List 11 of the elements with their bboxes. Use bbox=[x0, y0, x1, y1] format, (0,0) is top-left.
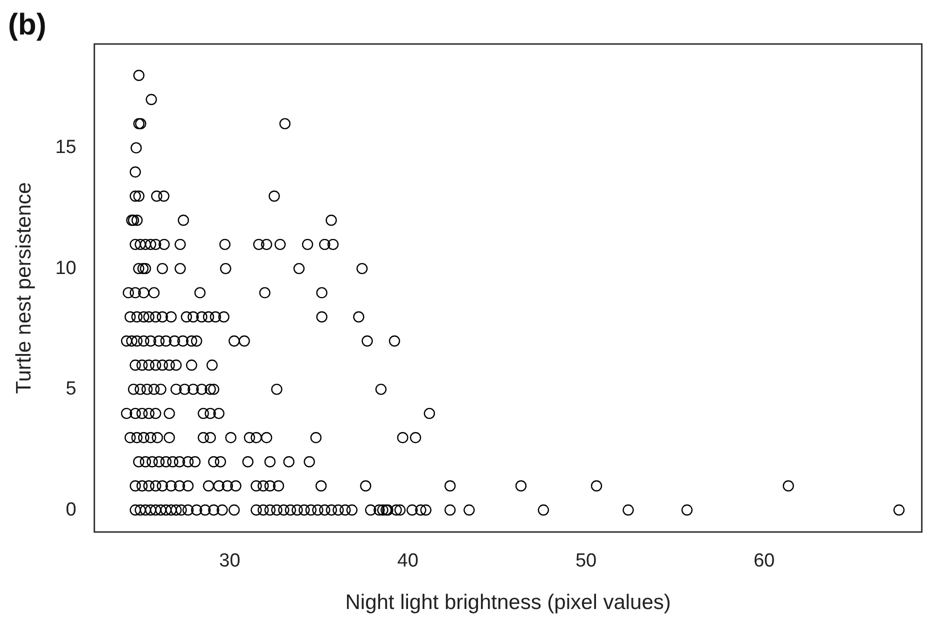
chart-title: (b) bbox=[8, 8, 46, 42]
x-axis-title: Night light brightness (pixel values) bbox=[345, 591, 671, 614]
x-tick-label: 30 bbox=[219, 550, 240, 572]
x-tick-label: 60 bbox=[754, 550, 775, 572]
x-tick-label: 50 bbox=[575, 550, 597, 572]
y-axis-title: Turtle nest persistence bbox=[12, 182, 36, 394]
x-tick-label: 40 bbox=[397, 550, 418, 572]
y-tick-label: 10 bbox=[55, 258, 76, 279]
y-tick-label: 0 bbox=[66, 499, 76, 520]
y-tick-label: 15 bbox=[55, 137, 76, 158]
y-tick-label: 5 bbox=[66, 378, 76, 400]
